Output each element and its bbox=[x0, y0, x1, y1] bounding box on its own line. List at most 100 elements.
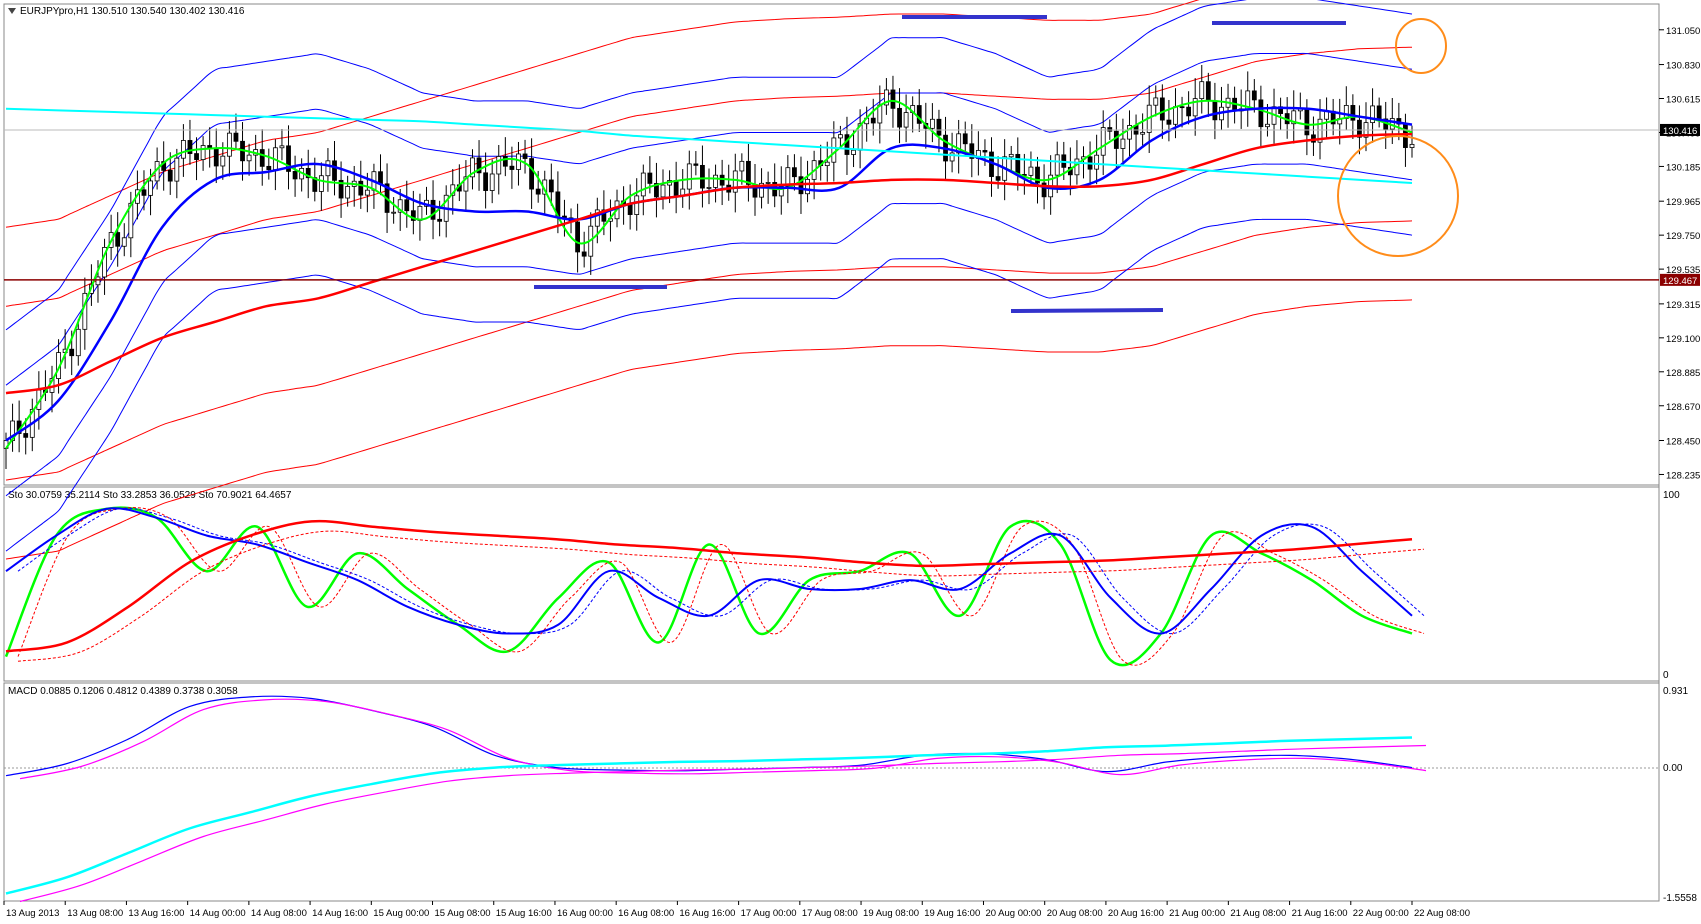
candle-body bbox=[410, 210, 416, 221]
time-tick-label: 19 Aug 08:00 bbox=[863, 908, 919, 919]
candle-body bbox=[1205, 81, 1211, 102]
time-tick-label: 16 Aug 16:00 bbox=[679, 908, 735, 919]
candle-body bbox=[332, 160, 337, 181]
candle-body bbox=[1212, 100, 1218, 121]
candle-body bbox=[706, 187, 712, 189]
candle-body bbox=[700, 164, 705, 189]
candle-body bbox=[266, 165, 272, 171]
symbol-title: EURJPYpro,H1 130.510 130.540 130.402 130… bbox=[20, 6, 245, 17]
candle-body bbox=[693, 163, 699, 166]
candle-body bbox=[318, 175, 324, 192]
candle-body bbox=[627, 204, 633, 215]
moving-averages bbox=[5, 99, 1413, 449]
moving-average-line bbox=[5, 132, 1413, 395]
candle-body bbox=[1357, 119, 1362, 138]
candle-body bbox=[121, 237, 127, 247]
candle-body bbox=[430, 199, 436, 220]
candle-body bbox=[470, 157, 475, 178]
highlight-circle-large[interactable] bbox=[1337, 135, 1459, 257]
candle-body bbox=[535, 188, 541, 195]
time-tick-label: 16 Aug 00:00 bbox=[557, 908, 613, 919]
candle-body bbox=[686, 163, 692, 190]
macd-line bbox=[5, 736, 1413, 895]
time-tick-label: 21 Aug 16:00 bbox=[1292, 908, 1348, 919]
highlight-circle-small[interactable] bbox=[1395, 18, 1447, 74]
candle-body bbox=[529, 158, 535, 190]
candle-body bbox=[660, 184, 666, 198]
time-tick-label: 15 Aug 00:00 bbox=[373, 908, 429, 919]
candle-body bbox=[509, 165, 515, 170]
macd-scale-zero: 0.00 bbox=[1663, 763, 1683, 774]
candle-body bbox=[233, 132, 239, 142]
envelope-bands bbox=[5, 0, 1413, 560]
price-tick-label: 128.885 bbox=[1666, 368, 1700, 379]
candle-body bbox=[102, 246, 107, 278]
candle-body bbox=[995, 176, 1001, 181]
current-price-box bbox=[1660, 123, 1700, 136]
candle-body bbox=[1159, 97, 1165, 121]
candle-body bbox=[647, 172, 653, 184]
candle-body bbox=[1094, 154, 1100, 170]
candle-body bbox=[1376, 105, 1382, 120]
candle-body bbox=[358, 180, 364, 196]
envelope-band-line bbox=[5, 52, 1413, 386]
candle-body bbox=[746, 160, 751, 185]
stochastic-label: Sto 30.0759 35.2114 Sto 33.2853 36.0529 … bbox=[8, 490, 292, 501]
support-price-box bbox=[1660, 273, 1700, 286]
candle-body bbox=[489, 173, 495, 191]
candle-body bbox=[601, 209, 607, 222]
candle-body bbox=[496, 156, 502, 175]
time-tick-label: 15 Aug 08:00 bbox=[435, 908, 491, 919]
candle-body bbox=[883, 89, 889, 106]
candle-body bbox=[23, 433, 29, 438]
time-tick-label: 17 Aug 08:00 bbox=[802, 908, 858, 919]
support-marker-2[interactable] bbox=[1010, 308, 1164, 313]
candle-body bbox=[1008, 153, 1014, 158]
candle-body bbox=[1370, 105, 1375, 124]
time-tick-label: 21 Aug 08:00 bbox=[1230, 908, 1286, 919]
candle-body bbox=[792, 167, 797, 178]
candle-body bbox=[180, 140, 186, 159]
candle-body bbox=[1153, 97, 1159, 106]
candle-body bbox=[1074, 158, 1080, 176]
envelope-band-line bbox=[5, 46, 1413, 307]
candle-body bbox=[483, 172, 489, 191]
envelope-band-line bbox=[5, 0, 1413, 331]
candle-body bbox=[95, 276, 101, 286]
price-tick-label: 130.185 bbox=[1666, 162, 1700, 173]
candle-body bbox=[654, 183, 659, 198]
candle-body bbox=[213, 148, 219, 167]
candle-body bbox=[1251, 90, 1257, 101]
price-tick-label: 129.535 bbox=[1666, 265, 1700, 276]
candle-body bbox=[890, 89, 896, 109]
time-tick-label: 21 Aug 00:00 bbox=[1169, 908, 1225, 919]
candle-body bbox=[949, 152, 955, 162]
candle-body bbox=[673, 180, 679, 196]
chevron-down-icon[interactable] bbox=[8, 8, 16, 14]
candle-body bbox=[1317, 118, 1323, 143]
candle-body bbox=[1028, 166, 1034, 176]
candle-body bbox=[594, 209, 600, 227]
candle-body bbox=[200, 145, 206, 160]
candle-body bbox=[548, 179, 554, 193]
candle-body bbox=[305, 167, 311, 179]
macd-line bbox=[5, 695, 1413, 777]
candle-body bbox=[174, 157, 180, 182]
time-tick-label: 20 Aug 00:00 bbox=[985, 908, 1041, 919]
time-tick-label: 16 Aug 08:00 bbox=[618, 908, 674, 919]
time-tick-label: 19 Aug 16:00 bbox=[924, 908, 980, 919]
candle-body bbox=[759, 182, 764, 198]
stochastic-line bbox=[5, 519, 1413, 653]
candle-body bbox=[397, 199, 403, 213]
candle-body bbox=[338, 179, 344, 199]
candle-body bbox=[640, 172, 646, 197]
candle-body bbox=[1350, 105, 1356, 121]
macd-lines bbox=[5, 695, 1427, 903]
price-tick-label: 129.750 bbox=[1666, 231, 1700, 242]
envelope-band-line bbox=[5, 299, 1413, 560]
candle-body bbox=[1041, 182, 1047, 198]
macd-panel bbox=[3, 682, 1660, 902]
price-tick-label: 130.830 bbox=[1666, 61, 1700, 72]
candle-body bbox=[916, 105, 922, 124]
